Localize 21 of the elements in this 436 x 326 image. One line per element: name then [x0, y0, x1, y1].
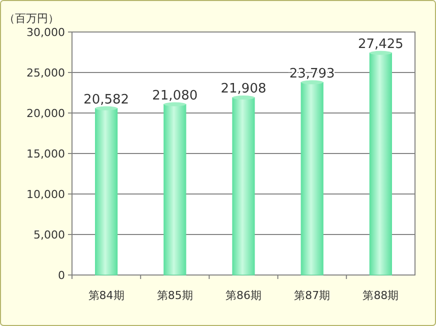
y-tick-label: 10,000	[26, 188, 65, 201]
x-tick-label: 第87期	[294, 289, 330, 302]
x-tick-label: 第86期	[226, 289, 262, 302]
data-label: 20,582	[84, 92, 130, 108]
data-label: 21,080	[152, 88, 198, 104]
x-tick-label: 第88期	[362, 289, 399, 302]
y-tick-label: 25,000	[26, 66, 65, 80]
y-axis-title: （百万円）	[4, 12, 59, 25]
y-tick-label: 15,000	[26, 148, 65, 160]
bar	[232, 97, 255, 276]
x-tick-label: 第85期	[156, 289, 193, 302]
y-tick-label: 30,000	[26, 26, 65, 39]
bar	[300, 82, 324, 276]
bar	[164, 104, 186, 276]
x-tick-label: 第84期	[88, 289, 124, 302]
bar	[95, 108, 118, 276]
data-label: 27,425	[358, 36, 404, 52]
y-tick-label: 20,000	[26, 107, 65, 120]
y-tick-label: 0	[58, 269, 65, 282]
y-tick-label: 5,000	[34, 228, 65, 242]
data-label: 21,908	[220, 82, 266, 97]
